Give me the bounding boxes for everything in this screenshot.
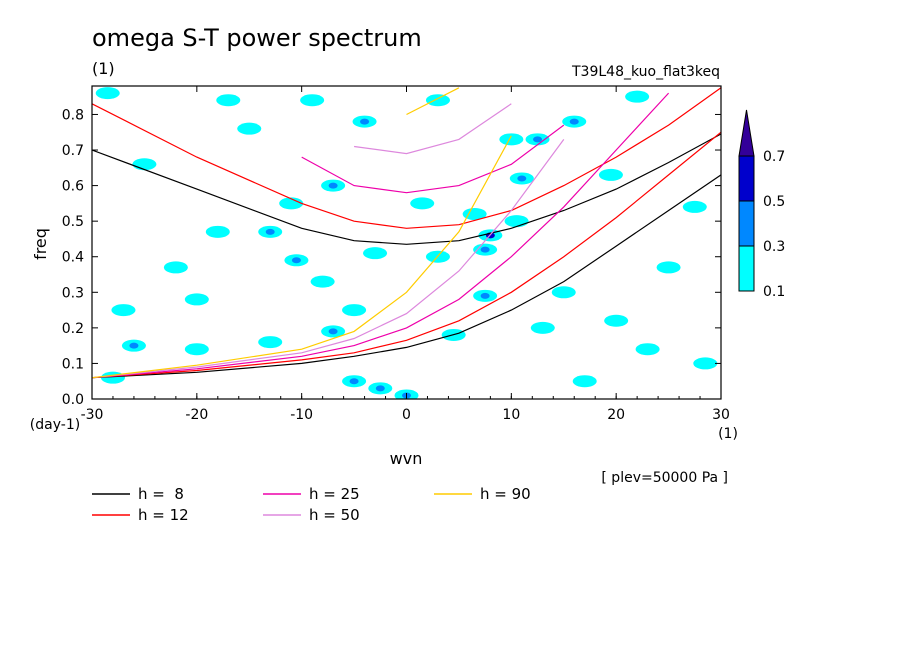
dispersion-curve-h25: [301, 124, 565, 194]
colorbar-segment: [738, 245, 755, 292]
experiment-label: T39L48_kuo_flat3keq: [571, 64, 720, 80]
y-tick-label: 0.7: [62, 143, 84, 159]
field-patch: [111, 304, 136, 317]
colorbar-label: 0.1: [763, 284, 785, 300]
field-patch: [258, 336, 283, 349]
legend-label: h = 8: [138, 485, 184, 503]
field-patch: [682, 200, 707, 213]
dispersion-curve-h8: [92, 174, 721, 379]
field-patch: [425, 94, 450, 107]
field-patch: [530, 321, 555, 334]
field-patch: [184, 343, 209, 356]
x-axis-units: (1): [718, 426, 738, 442]
dispersion-curve-h8: [92, 133, 721, 245]
field-patch: [462, 208, 487, 221]
legend-label: h = 25: [309, 485, 360, 503]
y-tick-label: 0.1: [62, 356, 84, 372]
field-patch: [604, 314, 629, 327]
y-tick-label: 0.3: [62, 285, 84, 301]
y-tick-label: 0.6: [62, 179, 84, 195]
field-patch: [635, 343, 660, 356]
field-patch: [300, 94, 325, 107]
y-tick-label: 0.8: [62, 107, 84, 123]
field-peak: [349, 378, 359, 385]
field-peak: [517, 175, 527, 182]
colorbar-label: 0.7: [763, 149, 785, 165]
field-patch: [342, 304, 367, 317]
colorbar-segment: [738, 155, 755, 202]
x-tick-label: -10: [290, 407, 313, 423]
x-tick-label: -30: [81, 407, 104, 423]
dispersion-curve-h12: [92, 87, 721, 229]
dispersion-curve-h12: [92, 131, 721, 379]
field-patch: [625, 90, 650, 103]
field-patch: [310, 275, 335, 288]
field-patch: [237, 122, 262, 135]
field-patch: [95, 87, 120, 100]
x-axis-label: wvn: [390, 449, 423, 468]
field-patch: [184, 293, 209, 306]
title-units: (1): [92, 59, 115, 78]
field-patch: [216, 94, 241, 107]
field-peak: [375, 385, 385, 392]
chart-title: omega S-T power spectrum: [92, 24, 422, 52]
colorbar-arrow: [738, 109, 755, 157]
field-peak: [129, 342, 139, 349]
colorbar-segment: [738, 200, 755, 247]
colorbar-label: 0.5: [763, 194, 785, 210]
legend-label: h = 50: [309, 506, 360, 524]
y-tick-label: 0.5: [62, 214, 84, 230]
field-patch: [499, 133, 524, 146]
field-peak: [265, 228, 275, 235]
field-patch: [100, 371, 125, 384]
field-patch: [205, 225, 230, 238]
field-peak: [328, 328, 338, 335]
dispersion-curve-h25: [92, 92, 670, 379]
colorbar-label: 0.3: [763, 239, 785, 255]
colorbar: 0.1 0.3 0.5 0.7: [738, 109, 785, 300]
field-peak: [328, 182, 338, 189]
field-peak: [291, 257, 301, 264]
x-tick-label: 30: [712, 407, 730, 423]
field-patch: [551, 286, 576, 299]
field-patch: [279, 197, 304, 210]
field-patch: [572, 375, 597, 388]
field-peak: [480, 292, 490, 299]
field-peak: [533, 136, 543, 143]
y-axis-units: (day-1): [30, 417, 80, 433]
field-patch: [693, 357, 718, 370]
field-patch: [363, 247, 388, 260]
x-tick-label: 10: [502, 407, 520, 423]
field-patch: [656, 261, 681, 274]
y-tick-label: 0.2: [62, 321, 84, 337]
dispersion-curve-h90: [92, 135, 512, 379]
x-tick-label: -20: [185, 407, 208, 423]
dispersion-curve-h50: [92, 139, 565, 379]
x-tick-label: 20: [607, 407, 625, 423]
level-note: [ plev=50000 Pa ]: [601, 470, 728, 486]
field-patch: [598, 168, 623, 181]
dispersion-curve-h90: [406, 87, 460, 116]
dispersion-curves: [92, 87, 721, 379]
plot-area: -30 -20 -10 0 10 20 30 0.0 0.1 0.2 0.3 0.4 0.5 0.6 0.7…: [62, 85, 730, 423]
field-peak: [480, 246, 490, 253]
field-patch: [132, 158, 157, 171]
legend-label: h = 12: [138, 506, 189, 524]
field-peak: [569, 118, 579, 125]
field-patch: [163, 261, 188, 274]
field-patch: [504, 215, 529, 228]
axis-ticks: -30 -20 -10 0 10 20 30 0.0 0.1 0.2 0.3 0.4 0.5 0.6 0.7…: [62, 86, 730, 423]
y-tick-label: 0.0: [62, 392, 84, 408]
field-patch: [410, 197, 435, 210]
field-peak: [360, 118, 370, 125]
y-tick-label: 0.4: [62, 250, 84, 266]
legend: h = 8 h = 12 h = 25 h = 50 h = 90: [92, 485, 531, 524]
y-axis-label: freq: [31, 228, 50, 260]
dispersion-curve-h50: [354, 103, 512, 155]
x-tick-label: 0: [402, 407, 411, 423]
legend-label: h = 90: [480, 485, 531, 503]
